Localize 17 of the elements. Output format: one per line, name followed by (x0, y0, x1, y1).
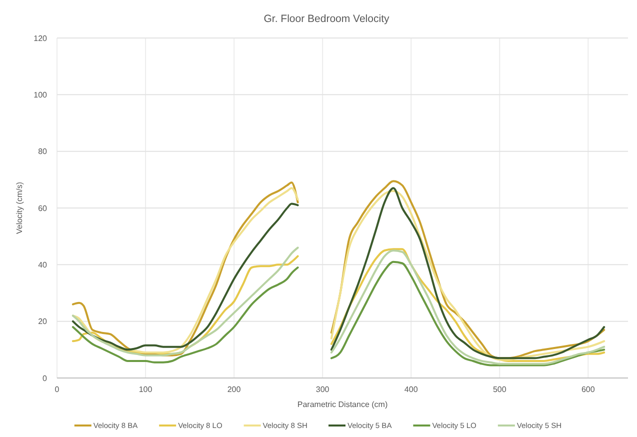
y-tick-label: 120 (34, 34, 48, 43)
x-axis-title: Parametric Distance (cm) (297, 400, 388, 409)
x-tick-label: 400 (404, 385, 418, 394)
chart-title: Gr. Floor Bedroom Velocity (264, 13, 390, 25)
y-tick-label: 0 (42, 374, 48, 383)
x-tick-label: 600 (581, 385, 596, 394)
x-tick-label: 200 (227, 385, 242, 394)
x-tick-label: 0 (54, 385, 60, 394)
x-tick-label: 500 (492, 385, 507, 394)
y-tick-label: 20 (38, 317, 48, 326)
y-tick-label: 40 (38, 260, 48, 270)
x-tick-label: 300 (316, 385, 330, 394)
y-tick-label: 80 (38, 147, 48, 156)
y-tick-label: 100 (34, 90, 48, 100)
y-tick-label: 60 (38, 204, 48, 213)
y-axis-title: Velocity (cm/s) (15, 182, 24, 234)
x-tick-label: 100 (138, 385, 153, 394)
